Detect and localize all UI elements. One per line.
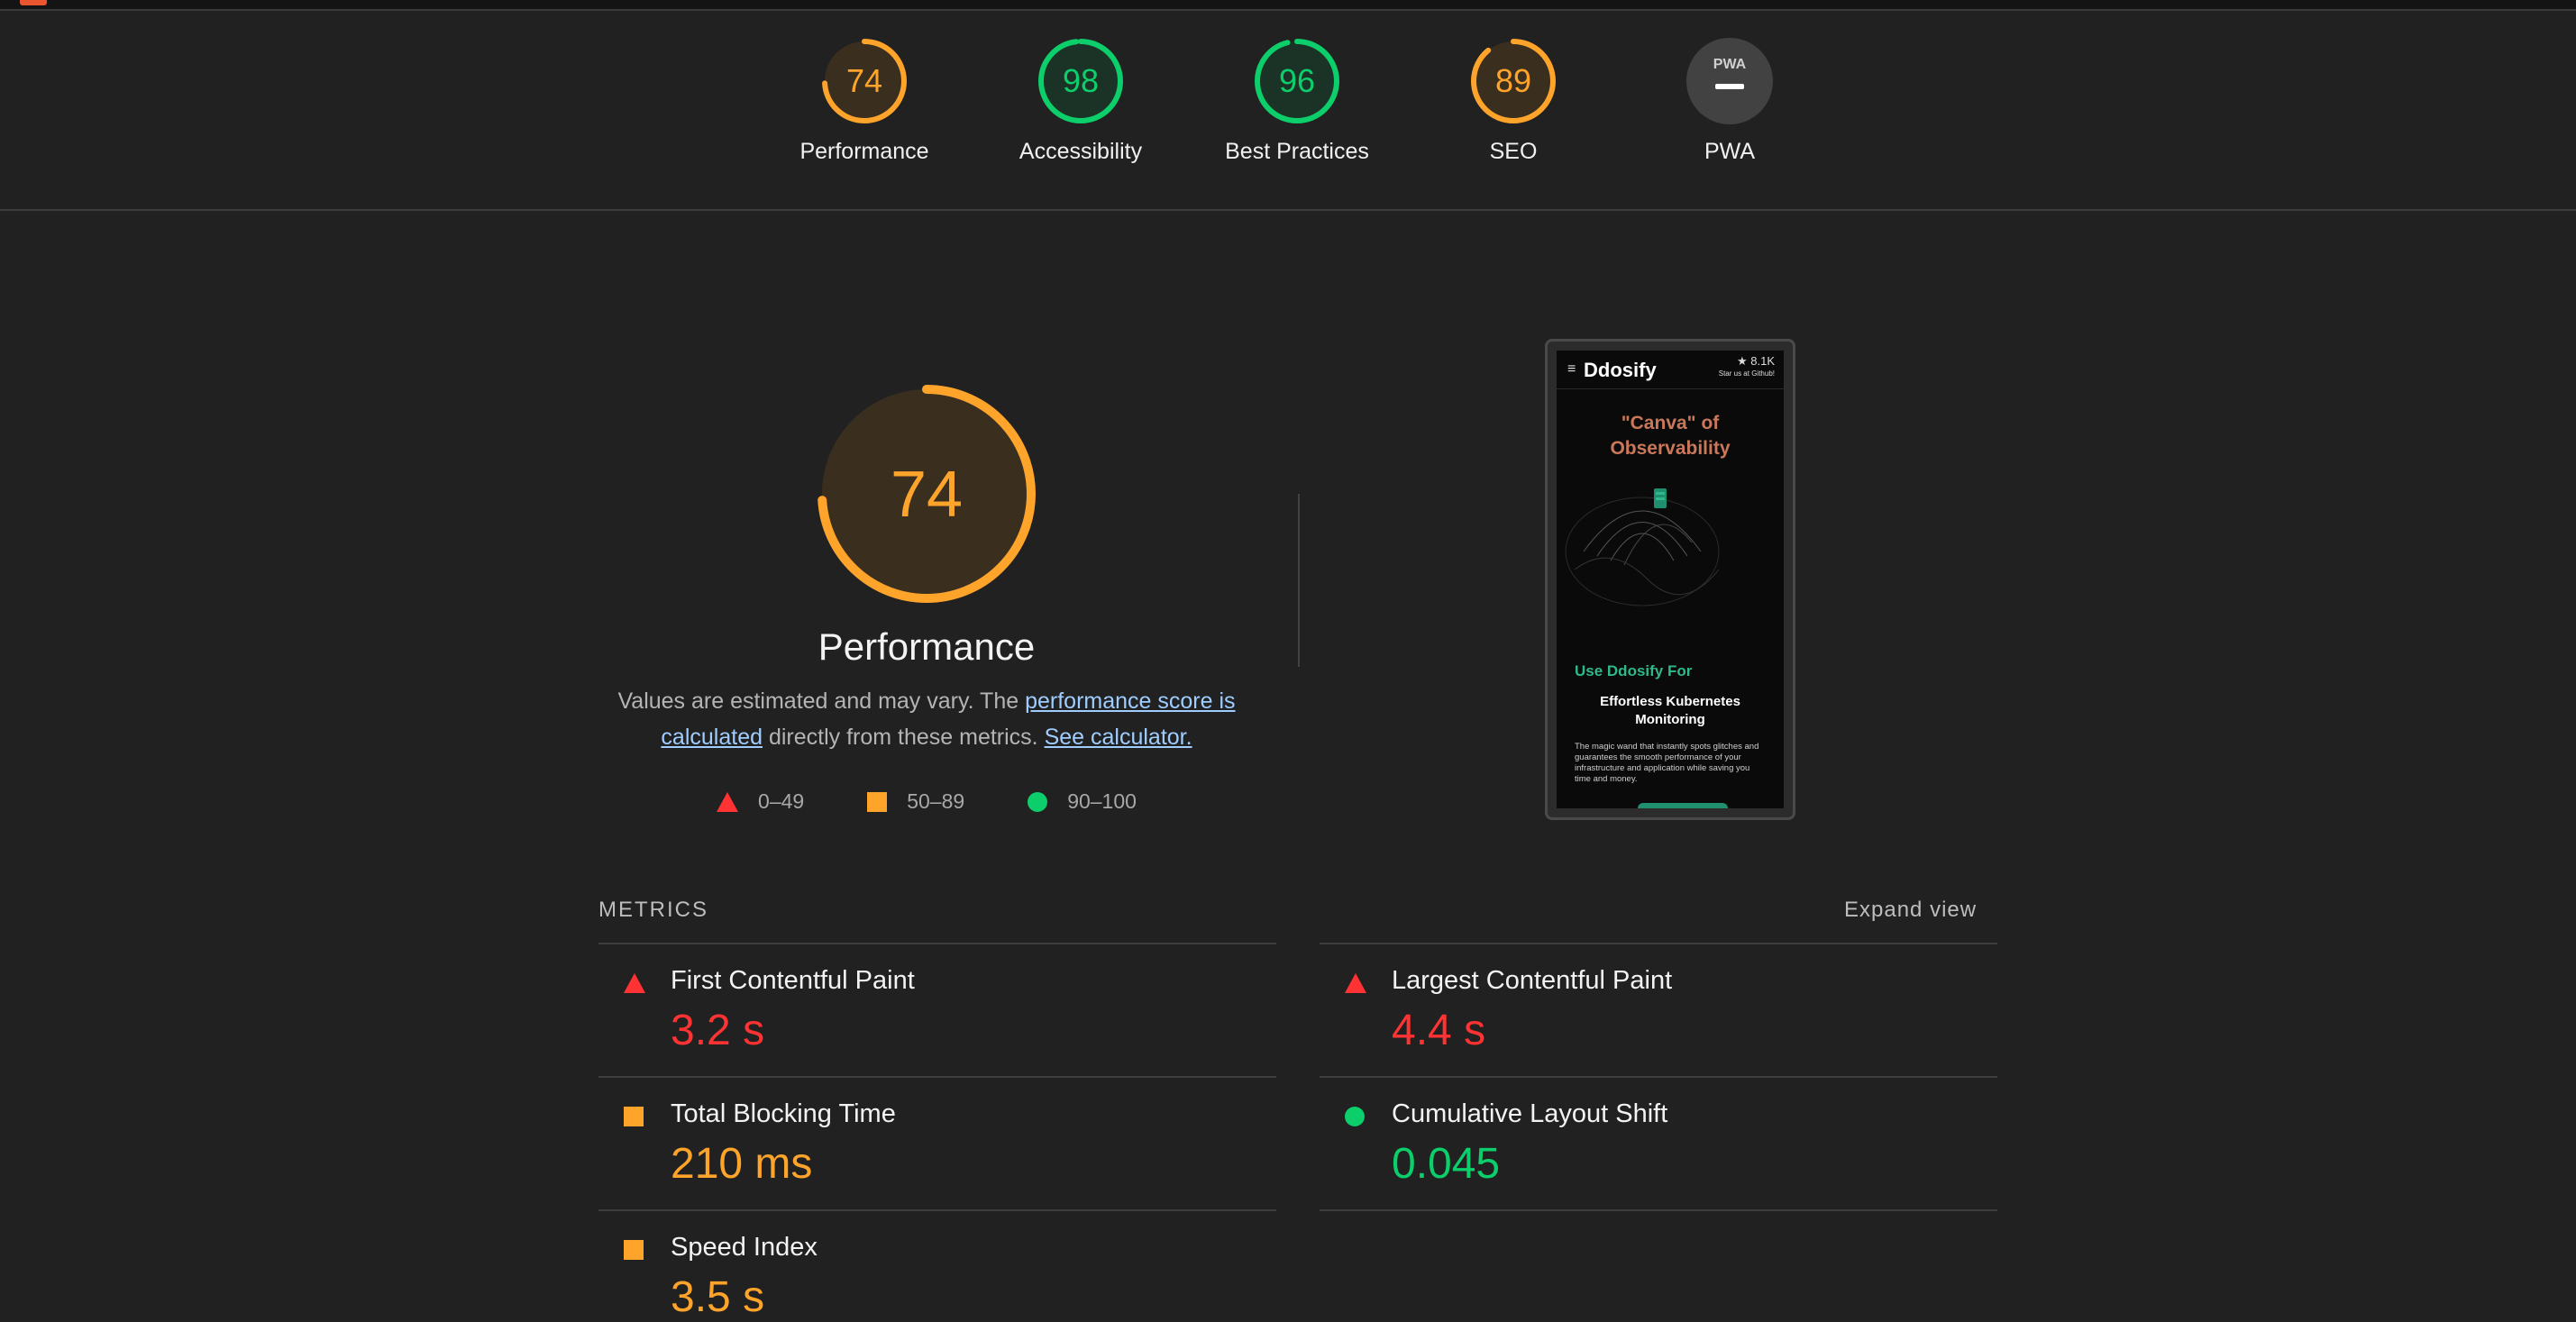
gauge-label: SEO xyxy=(1489,139,1538,164)
gauge-performance[interactable]: 74 Performance xyxy=(774,36,955,165)
metrics-heading: METRICS xyxy=(598,898,708,922)
github-star-count: ★ 8.1K xyxy=(1736,354,1775,368)
legend-range: 90–100 xyxy=(1067,789,1137,813)
gauge-ring-icon: 98 xyxy=(1038,39,1123,123)
pwa-badge-icon: PWA xyxy=(1686,38,1773,124)
score-summary: 74 Performance 98 Accessibility 96 Best … xyxy=(0,11,2576,211)
legend-range: 50–89 xyxy=(907,789,965,813)
divider xyxy=(1320,1076,1997,1078)
hamburger-icon: ≡ xyxy=(1567,361,1576,377)
browser-topbar xyxy=(0,0,2576,11)
legend-item-average: 50–89 xyxy=(867,789,964,814)
gauge-ring-icon: 96 xyxy=(1255,39,1339,123)
metric-value: 3.2 s xyxy=(671,1007,765,1054)
gauge-label: Best Practices xyxy=(1225,139,1369,164)
gauge-pwa[interactable]: PWA PWA xyxy=(1640,36,1820,165)
metric-name: Speed Index xyxy=(671,1233,818,1262)
divider xyxy=(1320,1209,1997,1211)
gauge-ring-icon: 89 xyxy=(1471,39,1556,123)
legend-item-pass: 90–100 xyxy=(1028,789,1137,814)
square-icon xyxy=(624,1107,644,1126)
gauge-label: PWA xyxy=(1704,139,1756,164)
use-for-heading: Use Ddosify For xyxy=(1575,662,1693,679)
performance-score: 74 xyxy=(891,459,963,531)
circle-icon xyxy=(1345,1107,1365,1126)
gauge-accessibility[interactable]: 98 Accessibility xyxy=(991,36,1171,165)
square-icon xyxy=(867,791,888,812)
metric-name: Total Blocking Time xyxy=(671,1099,896,1128)
triangle-icon xyxy=(1345,973,1366,993)
legend-item-fail: 0–49 xyxy=(717,789,804,814)
circle-icon xyxy=(1028,791,1048,812)
gauge-score: 89 xyxy=(1495,62,1531,99)
metric-total-blocking-time[interactable]: Total Blocking Time 210 ms xyxy=(598,1078,1276,1211)
divider xyxy=(598,943,1276,944)
metric-cumulative-layout-shift[interactable]: Cumulative Layout Shift 0.045 xyxy=(1320,1078,1997,1211)
metric-name: Largest Contentful Paint xyxy=(1392,966,1673,995)
metric-speed-index[interactable]: Speed Index 3.5 s xyxy=(598,1211,1276,1321)
vertical-divider xyxy=(1298,494,1300,667)
performance-section: 74 Performance Values are estimated and … xyxy=(595,378,1258,814)
gauge-score: 96 xyxy=(1279,62,1315,99)
gauge-score: 98 xyxy=(1063,62,1099,99)
divider xyxy=(598,1076,1276,1078)
performance-title: Performance xyxy=(818,625,1036,668)
github-badge: ★ 8.1K Star us at Github! xyxy=(1718,354,1775,379)
body-text: The magic wand that instantly spots glit… xyxy=(1575,742,1759,784)
metric-name: Cumulative Layout Shift xyxy=(1392,1099,1668,1128)
gauge-ring-icon: 74 xyxy=(822,39,907,123)
metric-value: 3.5 s xyxy=(671,1273,765,1321)
performance-gauge-icon: 74 xyxy=(818,385,1036,603)
triangle-icon xyxy=(624,973,645,993)
triangle-icon xyxy=(717,791,739,812)
gauge-label: Performance xyxy=(799,139,929,164)
metric-value: 0.045 xyxy=(1392,1140,1501,1188)
sub-title: Effortless Kubernetes Monitoring xyxy=(1600,694,1740,727)
gauge-best-practices[interactable]: 96 Best Practices xyxy=(1207,36,1387,165)
desc-middle: directly from these metrics. xyxy=(763,725,1045,750)
performance-description: Values are estimated and may vary. The p… xyxy=(611,683,1242,755)
cta-button xyxy=(1638,803,1728,808)
performance-score-link[interactable]: performance score is calculated xyxy=(661,688,1236,750)
lighthouse-icon xyxy=(20,0,47,5)
metric-first-contentful-paint[interactable]: First Contentful Paint 3.2 s xyxy=(598,944,1276,1078)
divider xyxy=(1320,943,1997,944)
github-caption: Star us at Github! xyxy=(1718,369,1775,378)
see-calculator-link[interactable]: See calculator. xyxy=(1044,725,1192,750)
site-logo: Ddosify xyxy=(1584,359,1657,381)
legend-range: 0–49 xyxy=(758,789,805,813)
metric-name: First Contentful Paint xyxy=(671,966,915,995)
metric-largest-contentful-paint[interactable]: Largest Contentful Paint 4.4 s xyxy=(1320,944,1997,1078)
screenshot-content: ≡ Ddosify ★ 8.1K Star us at Github! "Can… xyxy=(1557,351,1784,808)
hero-title: "Canva" of Observability xyxy=(1610,413,1731,459)
desc-prefix: Values are estimated and may vary. The xyxy=(617,688,1026,714)
score-legend: 0–49 50–89 90–100 xyxy=(595,789,1258,814)
pwa-badge-text: PWA xyxy=(1713,57,1747,72)
globe-illustration-icon xyxy=(1565,488,1720,606)
gauge-score: 74 xyxy=(846,62,882,99)
metric-value: 210 ms xyxy=(671,1140,813,1188)
metric-value: 4.4 s xyxy=(1392,1007,1486,1054)
square-icon xyxy=(624,1240,644,1260)
gauge-label: Accessibility xyxy=(1019,139,1143,164)
gauge-seo[interactable]: 89 SEO xyxy=(1423,36,1603,165)
site-navbar: ≡ Ddosify ★ 8.1K Star us at Github! xyxy=(1557,351,1784,389)
final-screenshot[interactable]: ≡ Ddosify ★ 8.1K Star us at Github! "Can… xyxy=(1545,339,1795,820)
expand-view-toggle[interactable]: Expand view xyxy=(1844,898,1978,922)
divider xyxy=(598,1209,1276,1211)
